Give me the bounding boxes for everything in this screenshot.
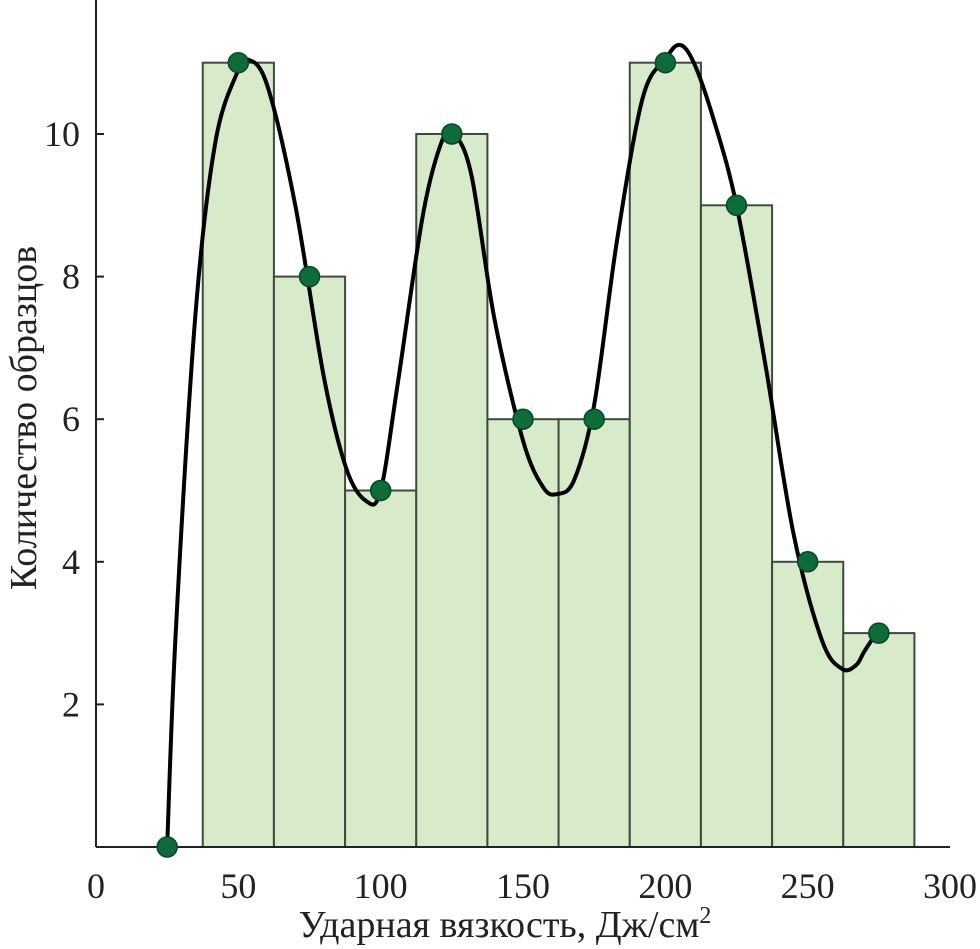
- bar: [628, 61, 702, 848]
- bar: [201, 61, 275, 848]
- bar: [771, 560, 845, 848]
- data-point: [298, 265, 321, 288]
- x-tick-label: 200: [638, 866, 692, 906]
- data-point: [369, 479, 392, 502]
- bar: [557, 418, 631, 848]
- x-axis-title: Ударная вязкость, Дж/см2: [299, 903, 712, 946]
- x-tick-label: 100: [354, 866, 408, 906]
- x-tick-label: 0: [87, 866, 105, 906]
- data-point: [725, 194, 748, 217]
- y-tick-label: 8: [62, 257, 80, 297]
- y-tick-label: 2: [62, 684, 80, 724]
- x-tick-label: 250: [781, 866, 835, 906]
- y-tick-label: 10: [44, 114, 80, 154]
- bar: [699, 204, 774, 849]
- data-point: [227, 51, 250, 74]
- data-point: [512, 408, 534, 430]
- bar: [415, 133, 489, 848]
- x-tick-label: 300: [923, 866, 977, 906]
- data-point: [583, 408, 605, 430]
- x-tick-labels: 0 50 100 150 200 250 300: [87, 866, 977, 906]
- data-point: [868, 622, 890, 644]
- bar: [272, 275, 347, 849]
- data-point: [156, 836, 178, 858]
- bars-layer: [201, 61, 916, 849]
- y-tick-labels: 2 4 6 8 10: [44, 114, 104, 724]
- data-point: [654, 51, 677, 74]
- y-axis-title: Количество образцов: [3, 246, 45, 590]
- data-point: [441, 123, 463, 145]
- bar: [486, 418, 560, 848]
- y-tick-label: 6: [62, 399, 80, 439]
- bar: [344, 489, 418, 848]
- points-layer: [156, 51, 890, 858]
- x-tick-label: 50: [220, 866, 256, 906]
- y-tick-label: 4: [62, 542, 80, 582]
- x-tick-label: 150: [496, 866, 550, 906]
- data-point: [796, 551, 819, 573]
- bar: [842, 632, 916, 848]
